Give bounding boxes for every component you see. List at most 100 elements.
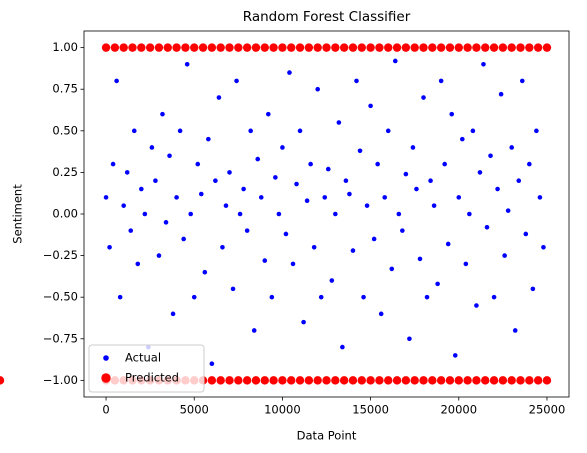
- point: [431, 203, 437, 208]
- point: [449, 111, 455, 117]
- point: [225, 43, 234, 52]
- point: [488, 153, 493, 159]
- point: [153, 178, 158, 184]
- point: [107, 244, 112, 250]
- point: [266, 111, 271, 117]
- point: [527, 161, 532, 167]
- point: [213, 178, 218, 184]
- point: [516, 178, 522, 184]
- point: [287, 70, 292, 75]
- x-tick-label: 15000: [352, 403, 389, 417]
- point: [110, 161, 116, 167]
- point: [216, 43, 225, 52]
- point: [463, 261, 469, 267]
- point: [287, 376, 296, 385]
- point: [188, 211, 194, 217]
- point: [445, 43, 455, 52]
- x-tick-label: 0: [102, 403, 109, 417]
- point: [384, 376, 393, 385]
- point: [347, 191, 352, 197]
- point: [241, 186, 246, 192]
- x-tick-label: 20000: [440, 403, 477, 417]
- point: [537, 195, 543, 200]
- point: [343, 178, 349, 184]
- point: [258, 195, 264, 200]
- point: [454, 43, 463, 52]
- point: [489, 43, 499, 52]
- point: [350, 248, 356, 253]
- point: [424, 294, 430, 300]
- legend: Actual Predicted: [88, 344, 205, 393]
- point: [419, 43, 428, 52]
- point: [251, 43, 261, 52]
- point: [392, 43, 402, 52]
- point: [364, 203, 370, 208]
- point: [313, 376, 322, 385]
- point: [297, 128, 303, 134]
- point: [101, 43, 111, 52]
- point: [542, 376, 552, 385]
- point: [410, 145, 416, 150]
- legend-marker: [101, 373, 111, 383]
- point: [470, 128, 476, 134]
- point: [121, 203, 126, 208]
- point: [190, 43, 199, 52]
- point: [525, 43, 534, 52]
- y-tick-label: 0.00: [52, 207, 78, 221]
- point: [269, 294, 275, 300]
- point: [410, 43, 419, 52]
- point: [225, 376, 234, 385]
- point: [403, 171, 409, 177]
- point: [276, 211, 282, 217]
- x-tick-label: 25000: [529, 403, 566, 417]
- y-tick-label: 0.50: [52, 123, 78, 137]
- point: [419, 376, 428, 385]
- point: [301, 319, 306, 325]
- point: [477, 170, 483, 175]
- point: [322, 195, 328, 200]
- point: [410, 376, 419, 385]
- point: [304, 376, 314, 385]
- point: [375, 376, 384, 385]
- point: [505, 208, 511, 213]
- point: [481, 376, 490, 385]
- y-axis-label: Sentiment: [11, 184, 25, 244]
- point: [181, 236, 186, 242]
- y-tick-label: −1.00: [43, 373, 78, 387]
- point: [452, 353, 458, 358]
- point: [234, 78, 239, 84]
- point: [304, 43, 314, 52]
- point: [385, 128, 391, 134]
- point: [163, 43, 172, 52]
- point: [401, 376, 411, 385]
- point: [0, 376, 5, 385]
- point: [149, 145, 155, 150]
- point: [436, 43, 446, 52]
- point: [234, 376, 243, 385]
- point: [315, 86, 320, 92]
- point: [534, 128, 539, 134]
- point: [223, 203, 229, 208]
- point: [135, 261, 141, 267]
- point: [206, 136, 211, 142]
- point: [472, 376, 481, 385]
- point: [184, 61, 190, 67]
- point: [519, 78, 525, 84]
- point: [333, 211, 338, 217]
- point: [361, 294, 366, 300]
- point: [366, 376, 375, 385]
- point: [533, 376, 543, 385]
- legend-marker: [103, 355, 109, 361]
- point: [280, 145, 285, 150]
- point: [117, 294, 123, 300]
- point: [523, 231, 529, 237]
- point: [507, 376, 516, 385]
- point: [460, 136, 465, 142]
- legend-box: [88, 344, 205, 393]
- point: [401, 43, 411, 52]
- point: [325, 166, 331, 172]
- point: [295, 376, 305, 385]
- point: [322, 376, 331, 385]
- x-tick-label: 5000: [180, 403, 209, 417]
